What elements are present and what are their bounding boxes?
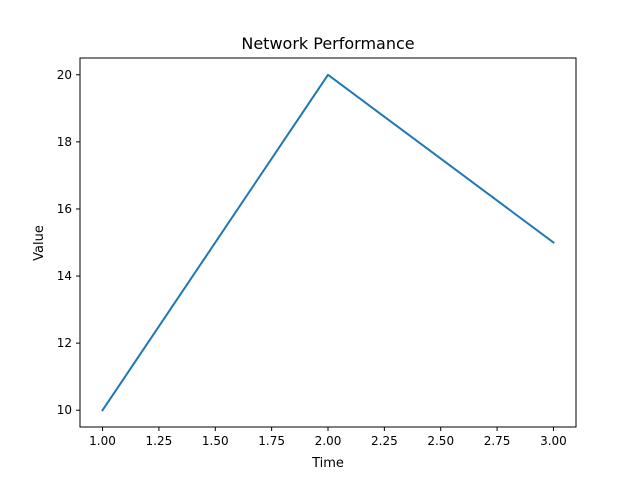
series-line-0 [101, 73, 555, 412]
x-tick-label: 3.00 [540, 434, 567, 448]
x-tick-label: 1.75 [258, 434, 285, 448]
y-tick-label: 12 [57, 336, 72, 350]
y-axis-label: Value [32, 225, 47, 261]
y-tick-label: 16 [57, 202, 72, 216]
y-tick-label: 20 [57, 68, 72, 82]
plot-area: 1.00 1.25 1.50 1.75 2.00 2.25 2.50 2.75 3.00 10 12… [57, 57, 577, 448]
x-axis-label: Time [311, 456, 344, 471]
y-tick-label: 14 [57, 269, 72, 283]
x-tick-label: 2.00 [315, 434, 342, 448]
y-tick-label: 18 [57, 135, 72, 149]
x-tick-label: 2.75 [484, 434, 511, 448]
chart-title: Network Performance [241, 34, 414, 53]
x-tick-label: 1.00 [89, 434, 116, 448]
plot-frame [79, 57, 577, 428]
x-tick-label: 1.25 [146, 434, 173, 448]
x-tick-label: 1.50 [202, 434, 229, 448]
y-tick-label: 10 [57, 403, 72, 417]
x-tick-label: 2.25 [371, 434, 398, 448]
x-tick-label: 2.50 [427, 434, 454, 448]
